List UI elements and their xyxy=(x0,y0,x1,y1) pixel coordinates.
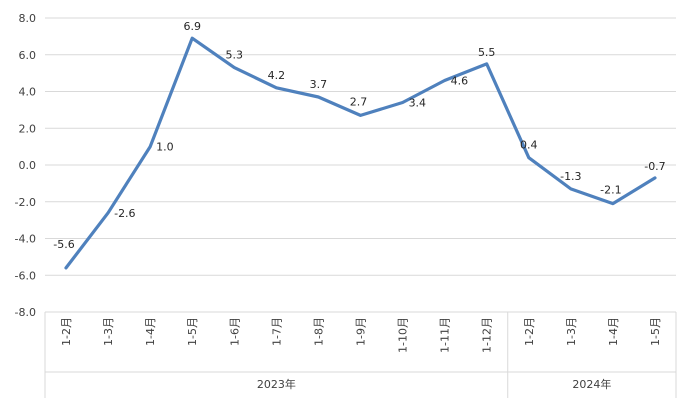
x-tick-label: 1-4月 xyxy=(607,317,620,346)
data-label: -5.6 xyxy=(53,238,74,251)
x-group-label: 2024年 xyxy=(572,377,611,391)
y-tick-label: 2.0 xyxy=(19,122,37,135)
y-axis-ticks: 8.0 6.0 4.0 2.0 0.0 -2.0 -4.0 -6.0 -8.0 xyxy=(15,12,36,319)
data-label: -0.7 xyxy=(644,160,665,173)
x-tick-label: 1-4月 xyxy=(144,317,157,346)
y-tick-label: -6.0 xyxy=(15,269,36,282)
data-label: 4.6 xyxy=(451,74,469,87)
data-label: 3.7 xyxy=(310,78,328,91)
x-tick-label: 1-7月 xyxy=(270,317,283,346)
y-tick-label: 0.0 xyxy=(19,159,37,172)
x-tick-label: 1-6月 xyxy=(228,317,241,346)
data-label: 4.2 xyxy=(268,69,286,82)
series-polyline xyxy=(64,36,657,270)
data-label: 6.9 xyxy=(183,20,201,33)
data-label: 5.5 xyxy=(478,46,496,59)
x-tick-label: 1-8月 xyxy=(312,317,325,346)
x-tick-label: 1-3月 xyxy=(102,317,115,346)
y-tick-label: -8.0 xyxy=(15,306,36,319)
data-label: -2.1 xyxy=(600,184,621,197)
x-tick-label: 1-12月 xyxy=(481,317,494,353)
x-tick-label: 1-11月 xyxy=(439,317,452,353)
y-tick-label: 6.0 xyxy=(19,49,37,62)
y-tick-label: 4.0 xyxy=(19,86,37,99)
x-tick-label: 1-3月 xyxy=(565,317,578,346)
x-tick-label: 1-2月 xyxy=(523,317,536,346)
x-tick-label: 1-9月 xyxy=(355,317,368,346)
data-label: -2.6 xyxy=(114,207,135,220)
y-tick-label: 8.0 xyxy=(19,12,37,25)
x-tick-label: 1-5月 xyxy=(186,317,199,346)
x-group-label: 2023年 xyxy=(257,377,296,391)
data-label: 2.7 xyxy=(350,95,368,108)
data-label: 3.4 xyxy=(409,97,427,110)
data-labels: -5.6 -2.6 1.0 6.9 5.3 4.2 3.7 2.7 3.4 4.6 5.5 0.4 -1… xyxy=(53,20,665,251)
data-label: -1.3 xyxy=(560,170,581,183)
y-tick-label: -2.0 xyxy=(15,196,36,209)
x-tick-label: 1-5月 xyxy=(649,317,662,346)
x-tick-label: 1-2月 xyxy=(60,317,73,346)
data-label: 0.4 xyxy=(520,139,538,152)
data-label: 1.0 xyxy=(156,141,174,154)
x-axis: 1-2月 1-3月 1-4月 1-5月 1-6月 1-7月 1-8月 1-9月 1-10月 1-1… xyxy=(44,311,677,398)
y-tick-label: -4.0 xyxy=(15,233,36,246)
series-line xyxy=(64,36,657,270)
x-tick-label: 1-10月 xyxy=(397,317,410,353)
data-label: 5.3 xyxy=(226,49,244,62)
